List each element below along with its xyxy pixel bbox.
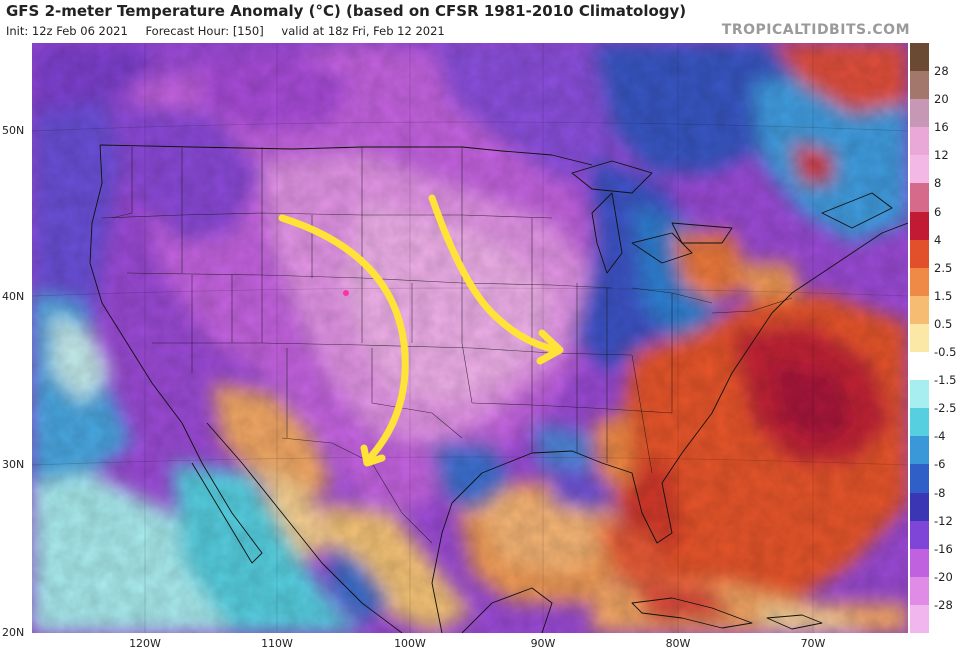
- colorbar-swatch: [910, 408, 929, 437]
- colorbar-swatch: [910, 239, 929, 269]
- colorbar-swatch: [910, 295, 929, 325]
- valid-time: valid at 18z Fri, Feb 12 2021: [281, 24, 445, 38]
- lat-lon-grid: [32, 43, 908, 633]
- colorbar-label: 6: [934, 204, 942, 219]
- colorbar-swatch: [910, 604, 929, 634]
- arrow-east-head: [536, 329, 564, 365]
- colorbar-swatch: [910, 71, 929, 100]
- colorbar-swatch: [910, 576, 929, 606]
- colorbar-swatch: [910, 492, 929, 522]
- colorbar-swatch: [910, 464, 929, 494]
- colorbar-label: -28: [934, 597, 953, 612]
- lon-label-80w: 80W: [665, 637, 691, 650]
- colorbar-swatch: [910, 183, 929, 213]
- colorbar-swatch: [910, 267, 929, 297]
- colorbar-label: -20: [934, 569, 953, 584]
- init-time: Init: 12z Feb 06 2021: [6, 24, 128, 38]
- lon-label-90w: 90W: [530, 637, 556, 650]
- lat-label-20n: 20N: [2, 626, 25, 639]
- lon-label-110w: 110W: [261, 637, 293, 650]
- colorbar-swatch: [910, 436, 929, 465]
- arrow-west: [278, 214, 409, 465]
- forecast-info: Init: 12z Feb 06 2021 Forecast Hour: [15…: [6, 24, 459, 38]
- colorbar-swatch: [910, 352, 929, 381]
- chart-title: GFS 2-meter Temperature Anomaly (°C) (ba…: [6, 2, 687, 20]
- colorbar-swatch: [910, 155, 929, 184]
- colorbar-swatch: [910, 99, 929, 128]
- colorbar-label: 28: [934, 64, 949, 79]
- colorbar-legend: 28 20 16 12 8 6 4 2.5 1.5 0.5 -0.5 -1.5 -2.5 -4 -6 -8 -1…: [910, 43, 960, 634]
- lat-label-40n: 40N: [2, 290, 25, 303]
- colorbar-label: 4: [934, 232, 942, 247]
- colorbar-label: 8: [934, 176, 942, 191]
- colorbar-label: -8: [934, 485, 946, 500]
- coastlines: [89, 144, 908, 633]
- forecast-hour: Forecast Hour: [150]: [145, 24, 264, 38]
- colorbar-label: -2.5: [934, 401, 957, 416]
- colorbar-label: -0.5: [934, 345, 957, 360]
- field-texture: [32, 43, 908, 633]
- colorbar-swatch: [910, 380, 929, 409]
- colorbar-swatch: [910, 548, 929, 578]
- arrow-east: [428, 194, 561, 354]
- colorbar-swatch: [910, 127, 929, 156]
- colorbar-label: -1.5: [934, 373, 957, 388]
- lon-label-100w: 100W: [394, 637, 426, 650]
- anomaly-map: [32, 43, 908, 633]
- lat-label-50n: 50N: [2, 124, 25, 137]
- colorbar-swatch: [910, 43, 929, 72]
- colorbar-label: 12: [934, 148, 949, 163]
- colorbar-label: 16: [934, 120, 949, 135]
- map-canvas: [32, 43, 908, 633]
- colorbar-swatch: [910, 323, 929, 353]
- colorbar-label: 2.5: [934, 260, 953, 275]
- colorbar-label: 0.5: [934, 316, 953, 331]
- colorbar-swatch: [910, 211, 929, 241]
- colorbar-label: -12: [934, 513, 953, 528]
- arrow-west-head: [360, 444, 386, 467]
- colorbar-label: -6: [934, 457, 946, 472]
- colorbar-label: -16: [934, 541, 953, 556]
- brand-watermark: TROPICALTIDBITS.COM: [721, 22, 910, 38]
- colorbar-label: -4: [934, 429, 946, 444]
- cold-air-arrows: [278, 194, 564, 467]
- colorbar-label: 20: [934, 92, 949, 107]
- colorbar-label: 1.5: [934, 288, 953, 303]
- location-marker: [343, 290, 349, 296]
- lon-label-70w: 70W: [800, 637, 826, 650]
- lat-label-30n: 30N: [2, 458, 25, 471]
- colorbar-swatch: [910, 520, 929, 550]
- lon-label-120w: 120W: [129, 637, 161, 650]
